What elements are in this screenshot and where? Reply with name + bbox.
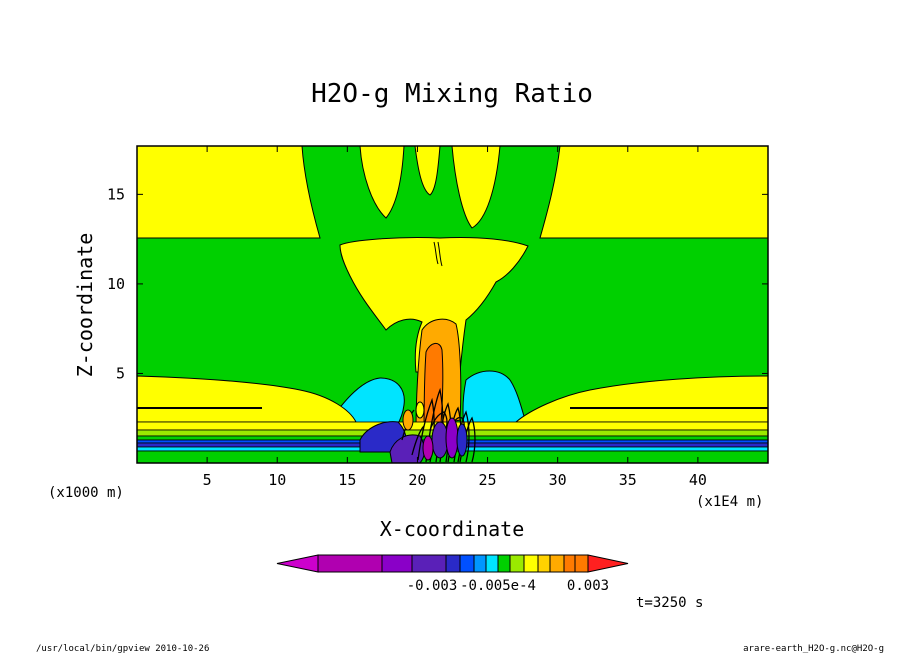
colorbar: -0.003 -0.005e-4 0.003 — [276, 554, 629, 594]
colorbar-swatch — [549, 554, 565, 573]
y-axis-label: Z-coordinate — [73, 233, 97, 378]
footer-left: /usr/local/bin/gpview 2010-10-26 — [36, 644, 209, 654]
colorbar-swatch — [537, 554, 551, 573]
time-label: t=3250 s — [636, 595, 703, 611]
colorbar-swatch — [459, 554, 475, 573]
x-tick-label: 20 — [408, 471, 426, 489]
plot-frame — [136, 145, 769, 464]
colorbar-swatch — [445, 554, 461, 573]
colorbar-swatch — [509, 554, 525, 573]
y-unit-note: (x1000 m) — [48, 485, 124, 501]
colorbar-arrow-low — [276, 554, 319, 573]
x-tick-label: 30 — [549, 471, 567, 489]
colorbar-swatch — [317, 554, 383, 573]
y-tick-label: 10 — [107, 275, 125, 293]
x-axis-label: X-coordinate — [380, 517, 525, 541]
colorbar-tick-label: -0.003 — [407, 578, 458, 594]
footer-right: arare-earth_H2O-g.nc@H2O-g — [743, 644, 884, 654]
colorbar-swatch — [563, 554, 576, 573]
colorbar-swatch — [381, 554, 413, 573]
x-tick-label: 15 — [338, 471, 356, 489]
colorbar-swatch — [485, 554, 499, 573]
contour-fields — [137, 146, 768, 463]
y-axis-ticks: 5 10 15 — [107, 185, 768, 382]
chart-title: H2O-g Mixing Ratio — [311, 79, 593, 109]
colorbar-swatch — [523, 554, 539, 573]
x-axis-ticks: 5 10 15 20 25 30 35 40 — [203, 146, 707, 489]
x-tick-label: 40 — [689, 471, 707, 489]
colorbar-tick-label: 0.003 — [567, 578, 609, 594]
colorbar-swatch — [497, 554, 511, 573]
y-tick-label: 5 — [116, 364, 125, 382]
colorbar-swatch — [411, 554, 447, 573]
colorbar-tick-label: -0.005e-4 — [460, 578, 536, 594]
x-tick-label: 35 — [619, 471, 637, 489]
x-tick-label: 5 — [203, 471, 212, 489]
colorbar-arrow-high — [587, 554, 629, 573]
contour-plot: 5 10 15 20 25 30 35 40 5 10 15 — [107, 145, 769, 489]
x-unit-note: (x1E4 m) — [696, 494, 763, 510]
colorbar-swatch — [574, 554, 589, 573]
y-tick-label: 15 — [107, 185, 125, 203]
turbulent-fill — [402, 401, 468, 461]
x-tick-label: 25 — [479, 471, 497, 489]
x-tick-label: 10 — [268, 471, 286, 489]
colorbar-swatch — [473, 554, 487, 573]
